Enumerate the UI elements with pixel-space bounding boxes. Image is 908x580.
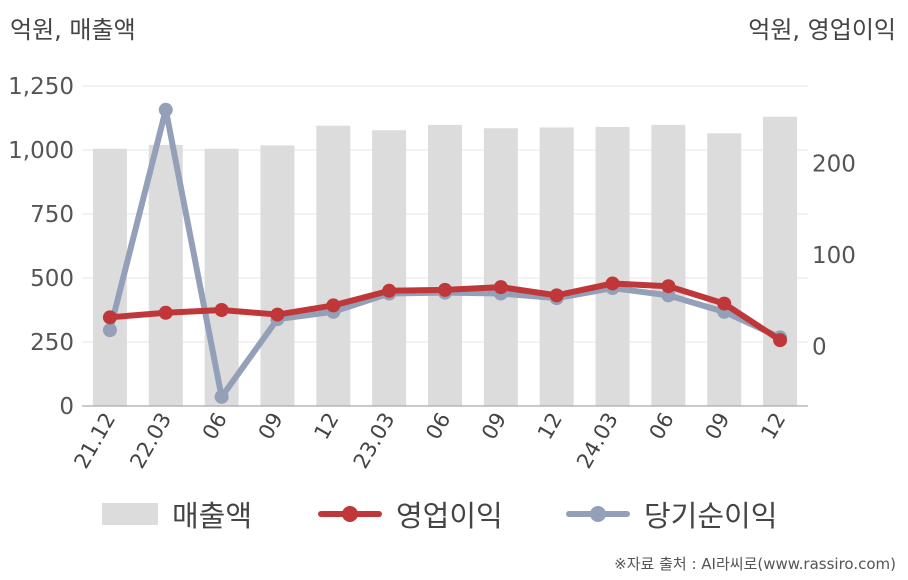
y-left-tick-label: 1,000	[8, 138, 74, 164]
x-tick-label: 21.12	[69, 409, 120, 473]
combo-chart: 0 250 500 750 1,000 1,250 0 100 200 21.12 22.03 0…	[8, 74, 856, 473]
legend-label-net: 당기순이익	[644, 499, 778, 533]
legend-item-net: 당기순이익	[566, 492, 777, 536]
legend-label-revenue: 매출액	[172, 499, 253, 533]
x-tick-label: 12	[756, 409, 790, 444]
op-point	[493, 280, 508, 295]
revenue-bar	[148, 144, 183, 406]
legend-item-op: 영업이익	[318, 492, 503, 536]
op-point	[605, 276, 620, 291]
net-point	[158, 102, 173, 117]
y-left-tick-label: 500	[30, 266, 74, 292]
x-tick-label: 06	[645, 409, 679, 444]
x-tick-label: 12	[533, 409, 567, 444]
revenue-bar	[428, 124, 462, 407]
y-right-tick-label: 0	[812, 335, 827, 361]
op-point	[661, 279, 676, 294]
left-y-axis: 0 250 500 750 1,000 1,250	[8, 74, 74, 420]
right-axis-unit: 억원, 영업이익	[748, 16, 896, 44]
x-tick-label: 09	[254, 409, 288, 444]
x-tick-label: 06	[198, 409, 232, 444]
legend-swatch-net	[566, 503, 630, 525]
y-left-tick-label: 0	[59, 394, 74, 420]
op-point	[549, 288, 564, 303]
line-series	[102, 102, 788, 404]
legend: 매출액 영업이익 당기순이익	[0, 492, 908, 536]
left-axis-unit: 억원, 매출액	[10, 16, 136, 44]
revenue-bar	[316, 125, 351, 407]
net-point	[102, 323, 117, 338]
op-point	[102, 310, 117, 325]
x-axis: 21.12 22.03 06 09 12 23.03 06 09 12 24.03 06 09 12	[69, 405, 808, 473]
revenue-bar	[595, 126, 630, 407]
op-point	[717, 296, 732, 311]
revenue-bars	[92, 116, 798, 407]
y-right-tick-label: 200	[812, 152, 856, 178]
revenue-bar	[651, 124, 686, 407]
revenue-bar	[763, 116, 798, 406]
x-tick-label: 06	[421, 409, 455, 444]
op-point	[214, 303, 229, 317]
y-right-tick-label: 100	[812, 243, 856, 269]
legend-swatch-revenue	[102, 503, 158, 525]
right-y-axis: 0 100 200	[812, 152, 856, 361]
y-left-tick-label: 750	[30, 202, 74, 228]
x-tick-label: 09	[700, 409, 734, 444]
legend-item-revenue: 매출액	[102, 492, 252, 536]
op-point	[326, 298, 341, 313]
x-tick-label: 22.03	[125, 409, 176, 473]
net-point	[214, 389, 229, 404]
x-tick-label: 23.03	[349, 409, 400, 473]
op-point	[382, 283, 397, 298]
op-point	[438, 282, 452, 297]
revenue-bar	[483, 128, 518, 407]
op-point	[270, 307, 285, 322]
revenue-bar	[260, 145, 295, 406]
x-tick-label: 24.03	[572, 409, 623, 473]
source-note: ※자료 출처 : AI라씨로(www.rassiro.com)	[614, 555, 896, 573]
y-left-tick-label: 250	[30, 330, 74, 356]
op-point	[158, 305, 173, 320]
revenue-bar	[372, 130, 407, 406]
revenue-bar	[204, 148, 239, 406]
y-left-tick-label: 1,250	[8, 74, 74, 100]
x-tick-label: 09	[477, 409, 511, 444]
legend-label-op: 영업이익	[396, 499, 503, 533]
op-point	[773, 333, 788, 348]
revenue-bar	[707, 133, 742, 407]
legend-swatch-op	[318, 503, 382, 525]
x-tick-label: 12	[309, 409, 343, 444]
revenue-bar	[539, 127, 574, 407]
